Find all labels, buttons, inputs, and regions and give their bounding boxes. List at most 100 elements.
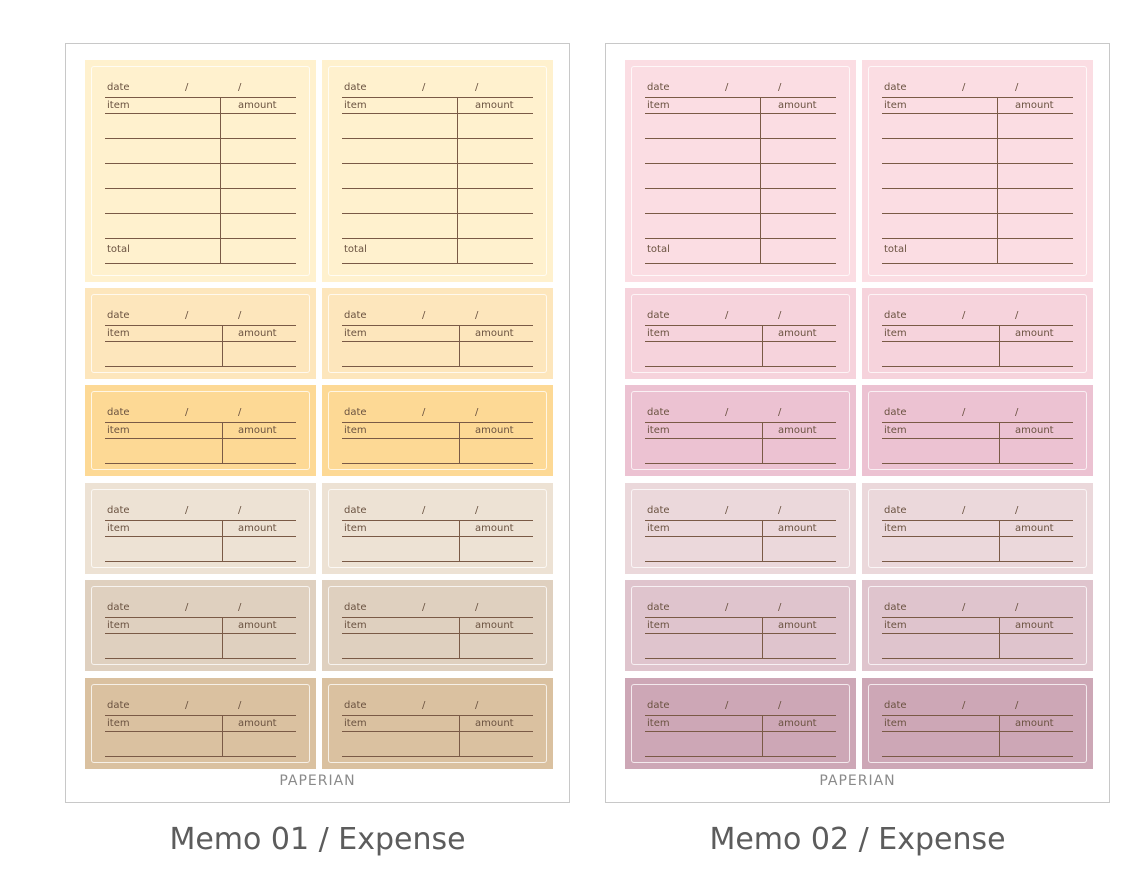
header-underline [645, 341, 836, 342]
date-underline [105, 97, 296, 98]
date-underline [882, 617, 1073, 618]
entry-line [105, 561, 296, 562]
date-separator: / [422, 505, 426, 516]
amount-label: amount [778, 523, 817, 534]
date-separator: / [1015, 505, 1019, 516]
item-label: item [647, 620, 670, 631]
entry-line [645, 366, 836, 367]
date-label: date [884, 700, 907, 711]
column-divider [222, 716, 223, 757]
expense-memo-small: date / / item amount [862, 288, 1093, 379]
date-label: date [344, 700, 367, 711]
expense-memo-small: date / / item amount [322, 385, 553, 476]
item-label: item [344, 100, 367, 111]
memo-inner-border [91, 586, 310, 665]
entry-line [882, 163, 1073, 164]
column-divider [459, 326, 460, 367]
entry-line [105, 756, 296, 757]
date-separator: / [778, 602, 782, 613]
column-divider [762, 521, 763, 562]
column-divider [999, 618, 1000, 659]
date-separator: / [1015, 602, 1019, 613]
amount-label: amount [1015, 100, 1054, 111]
date-underline [882, 520, 1073, 521]
header-underline [882, 113, 1073, 114]
date-separator: / [422, 407, 426, 418]
expense-memo-small: date / / item amount [85, 288, 316, 379]
date-label: date [647, 407, 670, 418]
expense-memo-small: date / / item amount [85, 385, 316, 476]
memo-inner-border [868, 489, 1087, 568]
memo-inner-border [91, 391, 310, 470]
date-label: date [647, 505, 670, 516]
column-divider [222, 326, 223, 367]
date-label: date [647, 82, 670, 93]
entry-line [342, 756, 533, 757]
header-underline [342, 731, 533, 732]
column-divider [459, 618, 460, 659]
memo-inner-border [328, 586, 547, 665]
date-underline [105, 325, 296, 326]
entry-line [882, 263, 1073, 264]
entry-line [342, 463, 533, 464]
date-underline [645, 325, 836, 326]
date-separator: / [778, 505, 782, 516]
date-label: date [107, 310, 130, 321]
total-label: total [884, 244, 907, 255]
header-underline [882, 341, 1073, 342]
header-underline [882, 536, 1073, 537]
date-separator: / [1015, 82, 1019, 93]
date-underline [342, 715, 533, 716]
date-separator: / [185, 700, 189, 711]
item-label: item [884, 425, 907, 436]
column-divider [762, 716, 763, 757]
item-label: item [647, 718, 670, 729]
entry-line [342, 658, 533, 659]
entry-line [645, 213, 836, 214]
expense-memo-small: date / / item amount [625, 580, 856, 671]
date-label: date [344, 407, 367, 418]
expense-memo-small: date / / item amount [322, 678, 553, 769]
date-label: date [884, 505, 907, 516]
expense-memo-large: date / / item amount total [625, 60, 856, 282]
entry-line [342, 213, 533, 214]
column-divider [999, 326, 1000, 367]
entry-line [882, 138, 1073, 139]
entry-line [105, 238, 296, 239]
column-divider [222, 423, 223, 464]
entry-line [105, 163, 296, 164]
date-separator: / [475, 505, 479, 516]
date-underline [105, 617, 296, 618]
header-underline [882, 438, 1073, 439]
item-label: item [107, 328, 130, 339]
date-separator: / [725, 310, 729, 321]
amount-label: amount [778, 425, 817, 436]
date-label: date [344, 82, 367, 93]
total-label: total [647, 244, 670, 255]
date-label: date [107, 505, 130, 516]
memo-inner-border [328, 294, 547, 373]
entry-line [645, 188, 836, 189]
date-underline [342, 97, 533, 98]
date-separator: / [962, 700, 966, 711]
header-underline [342, 113, 533, 114]
date-label: date [107, 602, 130, 613]
memo-inner-border [868, 66, 1087, 276]
entry-line [105, 138, 296, 139]
amount-label: amount [475, 100, 514, 111]
date-separator: / [725, 82, 729, 93]
date-label: date [647, 700, 670, 711]
memo-inner-border [91, 294, 310, 373]
memo-inner-border [631, 684, 850, 763]
expense-memo-small: date / / item amount [322, 483, 553, 574]
item-label: item [884, 328, 907, 339]
date-separator: / [185, 82, 189, 93]
expense-memo-small: date / / item amount [862, 678, 1093, 769]
sheet-caption: Memo 02 / Expense [709, 822, 1006, 857]
date-underline [342, 325, 533, 326]
brand-label: PAPERIAN [279, 773, 356, 789]
date-separator: / [185, 310, 189, 321]
amount-label: amount [475, 523, 514, 534]
sheet-caption: Memo 01 / Expense [169, 822, 466, 857]
date-separator: / [962, 505, 966, 516]
